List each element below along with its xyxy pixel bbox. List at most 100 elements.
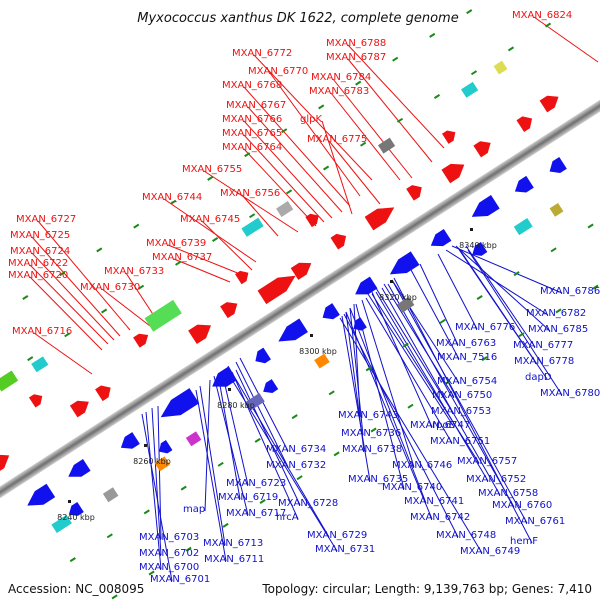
callout-line [459, 249, 548, 380]
callout-line [381, 287, 501, 496]
callout-line [231, 371, 299, 520]
reverse-gene-arrow [355, 276, 378, 295]
callout-line [328, 140, 381, 205]
gene-label: MXAN_6751 [430, 436, 490, 447]
reverse-gene-arrow [255, 347, 271, 364]
gene-label: MXAN_6775 [307, 134, 367, 145]
scale-tick [318, 104, 325, 110]
gene-label: MXAN_6716 [12, 326, 72, 337]
scale-tick [476, 295, 483, 300]
callout-line [269, 72, 361, 197]
gene-label: MXAN_6763 [436, 338, 496, 349]
callout-line [243, 120, 333, 219]
callout-line [227, 365, 330, 538]
gene-label: MXAN_6740 [382, 482, 442, 493]
gene-label: MXAN_6733 [104, 266, 164, 277]
callout-line [204, 379, 211, 512]
forward-gene-arrow [69, 400, 89, 418]
callout-line [199, 385, 226, 546]
feature-block [377, 137, 396, 154]
gene-label: MXAN_6765 [222, 128, 282, 139]
map-title: Myxococcus xanthus DK 1622, complete gen… [137, 11, 458, 26]
scale-tick [106, 533, 113, 539]
gene-label: MXAN_6787 [326, 52, 386, 63]
reverse-gene-arrow [353, 317, 367, 331]
forward-gene-arrow [220, 302, 238, 319]
scale-tick [180, 485, 187, 491]
callout-line [409, 267, 460, 360]
callout-line [163, 198, 257, 263]
scale-tick [439, 318, 446, 324]
feature-block [144, 299, 182, 332]
gene-label: MXAN_6747 [410, 420, 470, 431]
gene-label: MXAN_6727 [16, 214, 76, 225]
callout-line [151, 407, 162, 556]
reverse-gene-arrow [160, 388, 200, 418]
callout-line [29, 276, 103, 351]
callout-line [31, 236, 121, 337]
scale-tick [396, 117, 404, 123]
callout-line [355, 303, 405, 490]
forward-gene-arrow [406, 185, 422, 201]
callout-line [243, 86, 351, 207]
forward-gene-arrow [133, 333, 149, 348]
gene-label: MXAN_6777 [513, 340, 573, 351]
scale-tick [244, 152, 251, 158]
scale-tick [513, 271, 520, 277]
callout-line [167, 244, 241, 275]
gene-label: MXAN_6703 [139, 532, 199, 543]
callout-line [332, 78, 413, 179]
forward-gene-arrow [539, 95, 559, 113]
gene-label: MXAN_6780 [540, 388, 600, 399]
feature-block [460, 81, 479, 98]
scale-tick [481, 356, 488, 362]
forward-gene-arrow [28, 394, 43, 408]
gene-label: MXAN_6739 [146, 238, 206, 249]
gene-label: MXAN_6723 [226, 478, 286, 489]
scale-tick [111, 594, 118, 600]
gene-label: MXAN_6754 [437, 376, 497, 387]
genome-backbone [0, 93, 600, 505]
callout-line [391, 279, 460, 384]
forward-gene-arrow [473, 141, 491, 158]
feature-block [185, 431, 202, 447]
feature-block [241, 217, 264, 237]
scale-tick [355, 80, 362, 86]
gene-label: MXAN_6786 [540, 286, 600, 297]
reverse-gene-arrow [68, 501, 84, 516]
callout-line [321, 120, 353, 215]
scale-tick [133, 223, 140, 229]
kbp-tick-label: 8260 kbp [133, 457, 171, 466]
kbp-tick-mark [390, 280, 393, 283]
forward-gene-arrow [442, 130, 456, 144]
gene-label: MXAN_6784 [311, 72, 371, 83]
scale-tick [444, 379, 451, 385]
scale-tick [59, 271, 66, 277]
callout-line [225, 369, 338, 552]
gene-label: MXAN_6744 [142, 192, 202, 203]
callout-line [361, 299, 415, 468]
kbp-tick-mark [144, 444, 147, 447]
gene-label: MXAN_6783 [309, 86, 369, 97]
feature-block [0, 370, 19, 392]
callout-line [341, 315, 371, 482]
gene-label: MXAN_6753 [431, 406, 491, 417]
scale-tick [466, 9, 473, 15]
scale-tick [433, 94, 441, 99]
scale-tick [259, 499, 266, 504]
scale-tick [69, 557, 76, 563]
gene-label: MXAN_6788 [326, 38, 386, 49]
callout-line [365, 297, 453, 444]
topology-text: Topology: circular; Length: 9,139,763 bp… [262, 582, 592, 596]
kbp-tick-label: 8340 kbp [459, 241, 497, 250]
forward-gene-arrow [516, 116, 533, 132]
gene-label: rpoE [432, 420, 455, 431]
scale-tick [333, 451, 340, 457]
gene-label: MXAN_6732 [266, 460, 326, 471]
reverse-gene-arrow [472, 241, 488, 256]
reverse-gene-arrow [212, 366, 237, 387]
gene-label: MXAN_6719 [218, 492, 278, 503]
callout-line [203, 170, 299, 233]
accession-text: Accession: NC_008095 [8, 582, 145, 596]
